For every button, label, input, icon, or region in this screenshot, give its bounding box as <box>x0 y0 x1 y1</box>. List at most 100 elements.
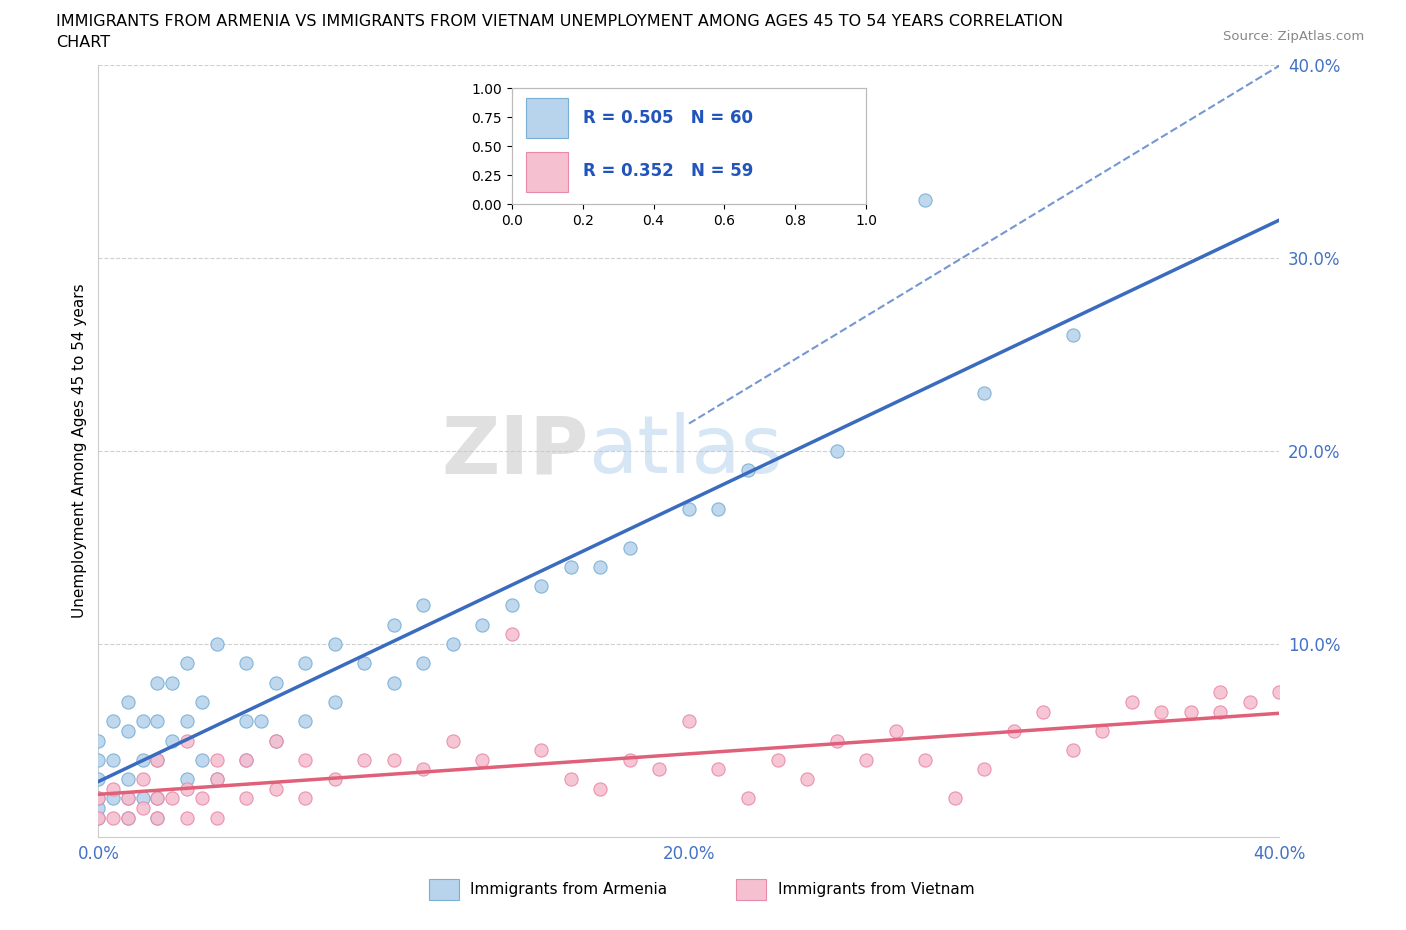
Point <box>323 695 346 710</box>
Point <box>855 752 877 767</box>
Point <box>1121 695 1143 710</box>
Point <box>191 695 214 710</box>
Point <box>87 810 110 825</box>
Point <box>589 781 612 796</box>
Point <box>264 781 287 796</box>
Point <box>162 733 183 748</box>
Point <box>1150 704 1173 719</box>
Point <box>205 772 228 787</box>
Point <box>87 790 110 805</box>
Point <box>205 772 228 787</box>
Point <box>103 752 125 767</box>
Point <box>412 598 434 613</box>
Point <box>412 656 434 671</box>
Point <box>1209 684 1232 699</box>
Point <box>176 714 198 729</box>
Text: Immigrants from Armenia: Immigrants from Armenia <box>471 882 668 897</box>
Point <box>117 772 139 787</box>
Point <box>884 724 907 738</box>
Point <box>382 752 405 767</box>
Point <box>796 772 818 787</box>
Point <box>973 762 995 777</box>
Point <box>619 540 641 555</box>
Text: ZIP: ZIP <box>441 412 589 490</box>
Point <box>648 762 671 777</box>
Point <box>353 656 375 671</box>
Point <box>678 501 700 516</box>
Text: Source: ZipAtlas.com: Source: ZipAtlas.com <box>1223 30 1364 43</box>
Point <box>737 790 759 805</box>
Point <box>103 790 125 805</box>
Point <box>87 790 110 805</box>
Point <box>146 810 169 825</box>
Point <box>441 733 464 748</box>
Point <box>176 733 198 748</box>
Point <box>501 627 523 642</box>
Point <box>294 790 316 805</box>
Point <box>162 790 183 805</box>
Point <box>146 790 169 805</box>
Point <box>471 752 494 767</box>
Bar <box>429 879 458 900</box>
Point <box>1209 704 1232 719</box>
Point <box>103 714 125 729</box>
Point <box>264 675 287 690</box>
Point <box>589 559 612 574</box>
Point <box>117 790 139 805</box>
Point <box>501 598 523 613</box>
Point <box>294 714 316 729</box>
Point <box>162 675 183 690</box>
Point <box>530 578 553 593</box>
Point <box>176 656 198 671</box>
Point <box>176 810 198 825</box>
Point <box>146 752 169 767</box>
Point <box>132 790 155 805</box>
Point <box>323 772 346 787</box>
Point <box>737 463 759 478</box>
Point <box>619 752 641 767</box>
Point <box>973 386 995 401</box>
Point <box>205 810 228 825</box>
Bar <box>737 879 766 900</box>
Point <box>678 714 700 729</box>
Point <box>264 733 287 748</box>
Point <box>1002 724 1025 738</box>
Point <box>103 810 125 825</box>
Point <box>235 790 257 805</box>
Point <box>87 733 110 748</box>
Point <box>914 193 936 207</box>
Point <box>205 637 228 652</box>
Point <box>707 501 730 516</box>
Point <box>132 801 155 816</box>
Point <box>353 752 375 767</box>
Point <box>825 444 848 458</box>
Point <box>117 790 139 805</box>
Point <box>191 752 214 767</box>
Point <box>146 790 169 805</box>
Point <box>87 772 110 787</box>
Point <box>87 810 110 825</box>
Text: atlas: atlas <box>589 412 783 490</box>
Point <box>176 772 198 787</box>
Point <box>825 733 848 748</box>
Point <box>117 810 139 825</box>
Point <box>146 810 169 825</box>
Point <box>146 752 169 767</box>
Point <box>1091 724 1114 738</box>
Point <box>132 772 155 787</box>
Point <box>766 752 789 767</box>
Point <box>914 752 936 767</box>
Point <box>1180 704 1202 719</box>
Point <box>382 675 405 690</box>
Point <box>205 752 228 767</box>
Point <box>235 656 257 671</box>
Text: Immigrants from Vietnam: Immigrants from Vietnam <box>778 882 974 897</box>
Y-axis label: Unemployment Among Ages 45 to 54 years: Unemployment Among Ages 45 to 54 years <box>72 284 87 618</box>
Point <box>471 618 494 632</box>
Point <box>87 801 110 816</box>
Point <box>235 752 257 767</box>
Point <box>235 752 257 767</box>
Point <box>1239 695 1261 710</box>
Point <box>323 637 346 652</box>
Text: IMMIGRANTS FROM ARMENIA VS IMMIGRANTS FROM VIETNAM UNEMPLOYMENT AMONG AGES 45 TO: IMMIGRANTS FROM ARMENIA VS IMMIGRANTS FR… <box>56 14 1063 29</box>
